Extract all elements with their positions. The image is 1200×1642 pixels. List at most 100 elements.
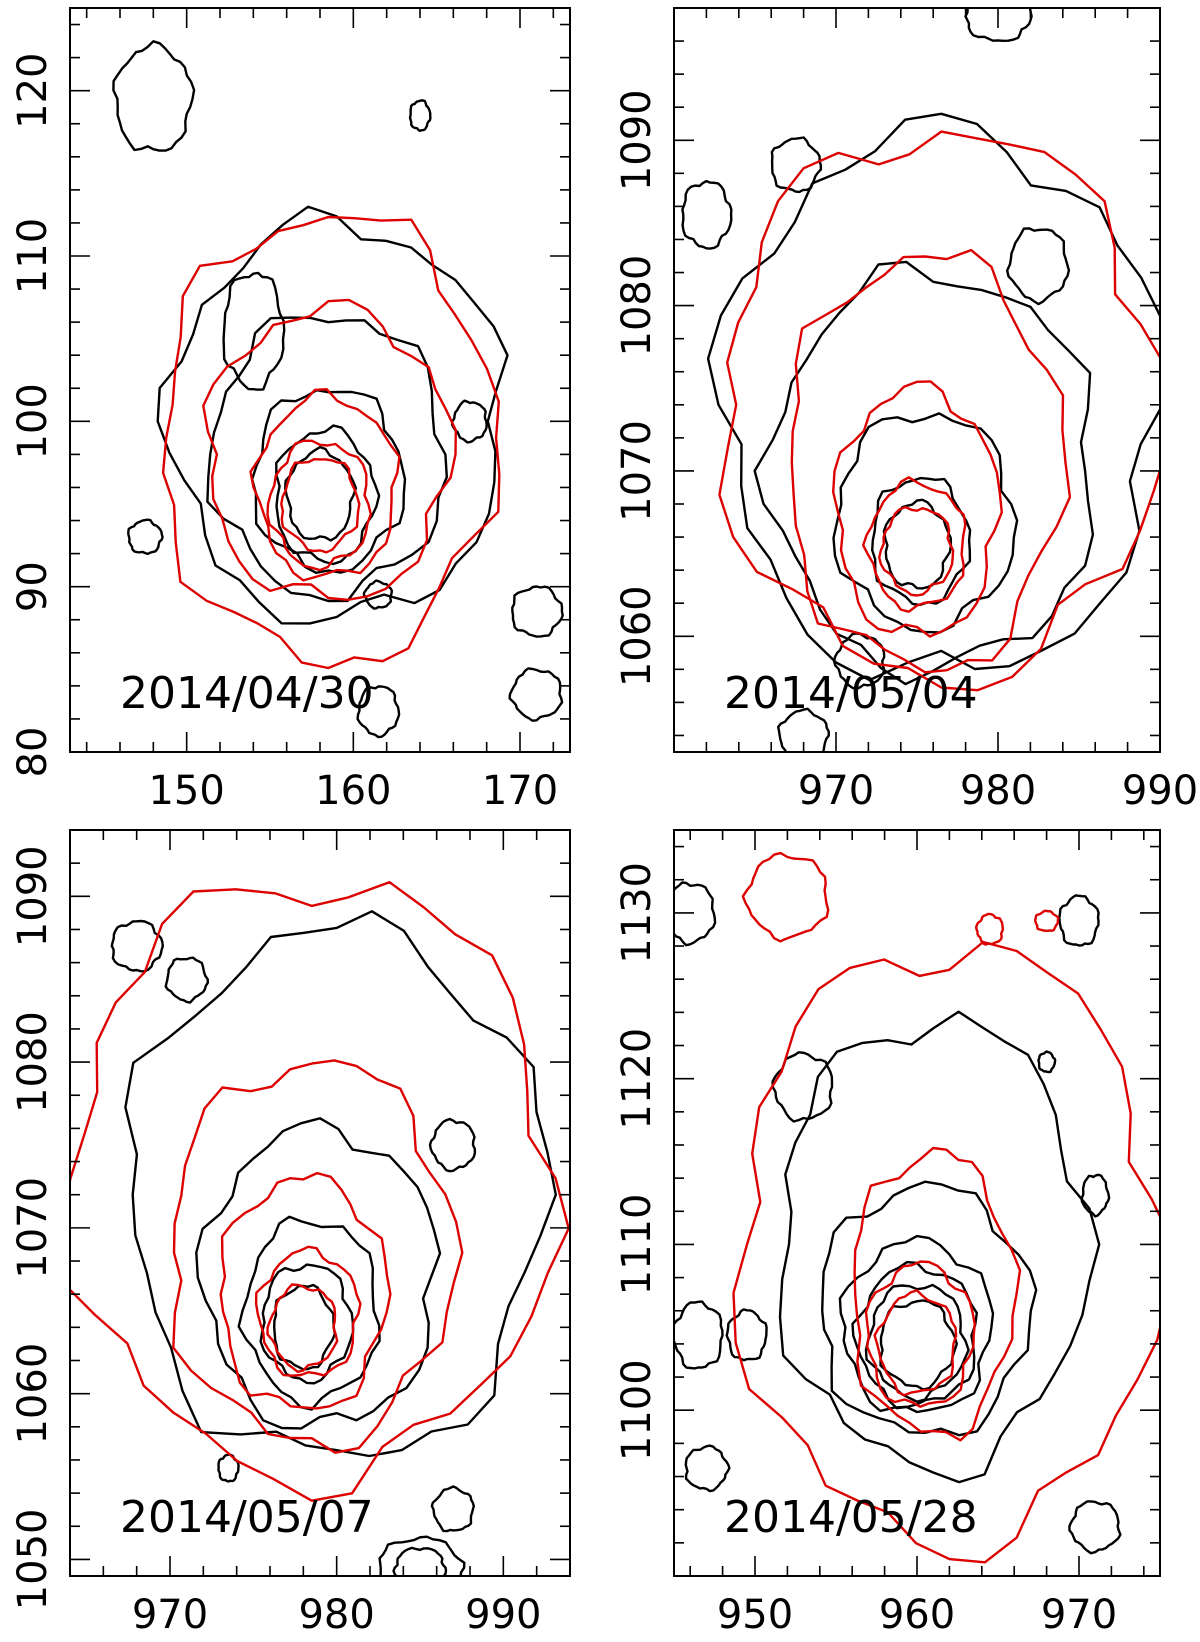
- red-contour-line: [864, 1260, 976, 1408]
- black-contour-line: [206, 316, 448, 603]
- x-tick-label: 980: [960, 768, 1036, 814]
- black-contour-line: [124, 910, 557, 1458]
- black-contour-line: [428, 1117, 477, 1173]
- y-tick-label: 90: [10, 561, 56, 612]
- black-contour-line: [511, 585, 564, 638]
- black-contour-line: [392, 1546, 448, 1576]
- y-tick-label: 80: [10, 727, 56, 778]
- black-contour-line: [110, 919, 165, 973]
- red-contour-line: [732, 940, 1160, 1564]
- black-contour-line: [832, 632, 886, 691]
- black-contour-line: [156, 205, 509, 625]
- panel-3: 970 980 990 1050 1060 1070 1080 1090 2014/05/07: [10, 829, 571, 1638]
- red-contour-line: [219, 1171, 392, 1410]
- black-contour-line: [1058, 894, 1100, 947]
- contour-layer: [70, 881, 570, 1576]
- black-contour-line: [838, 1234, 995, 1414]
- x-tick-label: 150: [148, 768, 224, 814]
- y-tick-label: 1070: [614, 420, 660, 522]
- black-contour-line: [430, 1485, 475, 1533]
- x-tick-label: 980: [298, 1592, 374, 1638]
- red-contour-line: [172, 1059, 464, 1454]
- black-contour-line: [1068, 1500, 1122, 1555]
- black-contour-line: [378, 1535, 466, 1576]
- x-tick-label: 160: [315, 768, 391, 814]
- black-contour-line: [777, 707, 830, 752]
- tick-marks: [673, 7, 1161, 752]
- plot-frame: [673, 7, 1161, 753]
- black-contour-line: [771, 1051, 834, 1123]
- date-annotation: 2014/05/04: [724, 668, 978, 719]
- black-contour-line: [408, 99, 432, 133]
- x-tick-label: 970: [132, 1592, 208, 1638]
- black-contour-line: [127, 518, 164, 556]
- y-tick-label: 1050: [10, 1509, 56, 1611]
- red-contour-line: [249, 388, 401, 582]
- black-contour-line: [674, 881, 717, 947]
- black-contour-line: [195, 1117, 442, 1430]
- black-contour-line: [684, 1444, 731, 1493]
- y-tick-label: 1090: [614, 89, 660, 191]
- date-annotation: 2014/05/28: [724, 1492, 978, 1543]
- tick-marks: [69, 829, 571, 1576]
- red-contour-line: [975, 912, 1005, 946]
- red-contour-line: [1033, 909, 1060, 933]
- black-contour-line: [778, 1010, 1101, 1484]
- red-contour-line: [266, 439, 372, 572]
- red-contour-line: [853, 1146, 1022, 1442]
- x-tick-label: 990: [1122, 768, 1198, 814]
- x-tick-label: 970: [1041, 1592, 1117, 1638]
- black-contour-line: [871, 476, 972, 607]
- black-contour-line: [681, 179, 733, 250]
- x-tick-label: 970: [798, 768, 874, 814]
- black-contour-line: [770, 136, 823, 194]
- red-contour-line: [266, 1283, 339, 1374]
- plot-frame: [69, 7, 571, 753]
- black-contour-line: [362, 579, 393, 610]
- y-tick-label: 100: [10, 383, 56, 459]
- red-contour-line: [161, 215, 501, 670]
- plot-frame: [673, 829, 1161, 1577]
- red-contour-line: [202, 298, 457, 601]
- black-contour-line: [1080, 1173, 1111, 1218]
- red-contour-line: [254, 1245, 362, 1377]
- black-contour-line: [753, 260, 1095, 686]
- black-contour-line: [1037, 1050, 1057, 1074]
- black-contour-line: [706, 112, 1160, 682]
- date-annotation: 2014/04/30: [120, 668, 374, 719]
- x-tick-label: 950: [717, 1592, 793, 1638]
- x-tick-label: 990: [465, 1592, 541, 1638]
- black-contour-line: [879, 1299, 958, 1391]
- y-tick-label: 1070: [10, 1177, 56, 1279]
- red-contour-line: [878, 505, 955, 597]
- black-contour-line: [674, 1300, 724, 1370]
- black-contour-line: [450, 399, 488, 444]
- y-tick-label: 120: [10, 52, 56, 128]
- red-contour-line: [873, 1289, 958, 1397]
- black-contour-line: [1006, 227, 1071, 306]
- plot-frame: [69, 829, 571, 1577]
- black-contour-line: [356, 685, 401, 739]
- tick-marks: [70, 8, 570, 753]
- date-annotation: 2014/05/07: [120, 1492, 374, 1543]
- y-tick-label: 1090: [10, 845, 56, 947]
- tick-marks: [674, 830, 1160, 1577]
- contour-layer: [112, 40, 564, 739]
- x-tick-label: 960: [879, 1592, 955, 1638]
- red-contour-line: [718, 130, 1160, 692]
- panel-2: 970 980 990 1060 1070 1080 1090 2014/05/04: [614, 7, 1198, 814]
- black-contour-line: [284, 445, 358, 542]
- black-contour-line: [222, 271, 286, 391]
- black-contour-line: [821, 1180, 1038, 1437]
- red-contour-line: [862, 476, 967, 613]
- y-tick-label: 1060: [10, 1343, 56, 1445]
- y-tick-label: 1080: [10, 1011, 56, 1113]
- contour-layer: [674, 851, 1160, 1564]
- y-tick-label: 110: [10, 218, 56, 294]
- black-contour-line: [832, 412, 1019, 634]
- black-contour-line: [508, 667, 564, 722]
- red-contour-line: [280, 458, 361, 554]
- y-tick-label: 1080: [614, 255, 660, 357]
- contour-layer: [681, 8, 1160, 752]
